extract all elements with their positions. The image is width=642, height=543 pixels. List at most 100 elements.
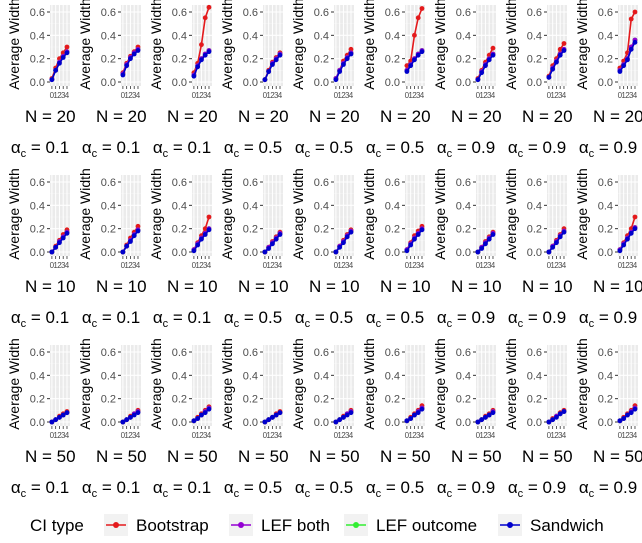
data-point-sandwich — [628, 46, 634, 52]
y-axis-label: Average Width — [432, 0, 448, 90]
facet-label-alpha: αc = 0.9 — [508, 138, 566, 160]
facet-label-n: N = 20 — [96, 107, 147, 126]
data-point-sandwich — [557, 52, 563, 58]
x-tick-label: 0 — [263, 261, 268, 270]
y-axis-label: Average Width — [148, 338, 164, 430]
y-tick-label: 0.0 — [527, 417, 542, 429]
x-tick-label: 4 — [349, 261, 354, 270]
y-tick-label: 0.2 — [527, 394, 542, 406]
facet-label-n: N = 20 — [451, 107, 502, 126]
alpha-value: 0.9 — [472, 478, 496, 497]
x-tick-label: 3 — [203, 91, 208, 100]
alpha-equals: = — [168, 308, 187, 327]
y-tick-label: 0.0 — [101, 417, 116, 429]
data-point-sandwich — [546, 74, 552, 80]
data-point-sandwich — [341, 62, 346, 67]
data-point-sandwich — [628, 230, 634, 236]
alpha-equals: = — [168, 138, 187, 157]
data-point-sandwich — [202, 232, 208, 237]
y-tick-label: 0.0 — [385, 77, 400, 89]
x-tick-label: 1 — [195, 91, 200, 100]
y-tick-label: 0.6 — [456, 347, 471, 359]
y-tick-label: 0.2 — [172, 54, 187, 66]
y-axis-label: Average Width — [290, 0, 306, 90]
y-tick-label: 0.4 — [527, 30, 542, 42]
facet-label-n: N = 20 — [380, 107, 431, 126]
x-tick-label: 0 — [121, 431, 126, 440]
y-axis-label: Average Width — [432, 168, 448, 260]
data-point-sandwich — [206, 227, 212, 233]
x-tick-label: 1 — [408, 431, 413, 440]
facet-label-n: N = 10 — [238, 277, 289, 296]
x-tick-label: 1 — [621, 261, 626, 270]
data-point-sandwich — [412, 57, 417, 63]
legend-item: Sandwich — [498, 514, 604, 536]
data-point-sandwich — [124, 63, 130, 69]
x-tick-label: 2 — [554, 431, 559, 440]
data-point-sandwich — [337, 244, 343, 250]
alpha-subscript: c — [305, 148, 311, 160]
data-point-sandwich — [344, 234, 350, 240]
x-tick-label: 3 — [132, 261, 137, 270]
data-point-sandwich — [53, 244, 59, 250]
data-point-bootstrap — [202, 15, 208, 21]
alpha-equals: = — [381, 308, 400, 327]
y-tick-label: 0.2 — [243, 224, 258, 236]
alpha-subscript: c — [163, 318, 169, 330]
data-point-sandwich — [490, 232, 496, 237]
alpha-equals: = — [523, 308, 542, 327]
alpha-equals: = — [310, 478, 329, 497]
y-axis-label: Average Width — [148, 0, 164, 90]
data-point-bootstrap — [419, 6, 425, 11]
x-tick-label: 3 — [487, 431, 492, 440]
alpha-equals: = — [523, 138, 542, 157]
y-tick-label: 0.2 — [30, 54, 45, 66]
alpha-value: 0.5 — [330, 478, 354, 497]
y-tick-label: 0.6 — [598, 7, 613, 19]
data-point-bootstrap — [632, 9, 638, 15]
facet-label-n: N = 50 — [96, 447, 147, 466]
y-tick-label: 0.4 — [101, 200, 116, 212]
y-tick-label: 0.2 — [101, 394, 116, 406]
alpha-symbol: α — [224, 308, 234, 327]
x-tick-label: 1 — [124, 431, 129, 440]
data-point-sandwich — [333, 419, 339, 425]
data-point-bootstrap — [206, 214, 212, 220]
x-tick-label: 3 — [345, 431, 350, 440]
legend-title: CI type — [30, 516, 84, 535]
data-point-sandwich — [546, 419, 552, 425]
alpha-value: 0.5 — [259, 138, 283, 157]
data-point-sandwich — [490, 410, 496, 416]
x-tick-label: 4 — [562, 261, 567, 270]
x-tick-label: 0 — [121, 261, 126, 270]
alpha-symbol: α — [579, 138, 589, 157]
y-tick-label: 0.4 — [172, 30, 187, 42]
x-tick-label: 4 — [420, 431, 425, 440]
y-tick-label: 0.6 — [385, 7, 400, 19]
x-tick-label: 1 — [53, 431, 58, 440]
legend-item: LEF both — [229, 514, 330, 536]
alpha-subscript: c — [21, 318, 27, 330]
facet-label-n: N = 10 — [96, 277, 147, 296]
alpha-value: 0.9 — [614, 308, 638, 327]
alpha-equals: = — [381, 138, 400, 157]
y-axis-label: Average Width — [6, 168, 22, 260]
y-tick-label: 0.4 — [598, 30, 613, 42]
data-point-bootstrap — [415, 15, 421, 21]
x-tick-label: 3 — [558, 431, 563, 440]
x-tick-label: 4 — [207, 261, 212, 270]
facet-label-alpha: αc = 0.1 — [82, 138, 140, 160]
data-point-sandwich — [124, 243, 130, 249]
alpha-value: 0.1 — [188, 308, 212, 327]
alpha-value: 0.5 — [259, 478, 283, 497]
y-tick-label: 0.0 — [314, 417, 329, 429]
alpha-subscript: c — [589, 488, 595, 500]
data-point-sandwich — [348, 229, 354, 235]
x-tick-label: 4 — [65, 91, 70, 100]
alpha-value: 0.1 — [188, 478, 212, 497]
data-point-sandwich — [195, 242, 201, 248]
